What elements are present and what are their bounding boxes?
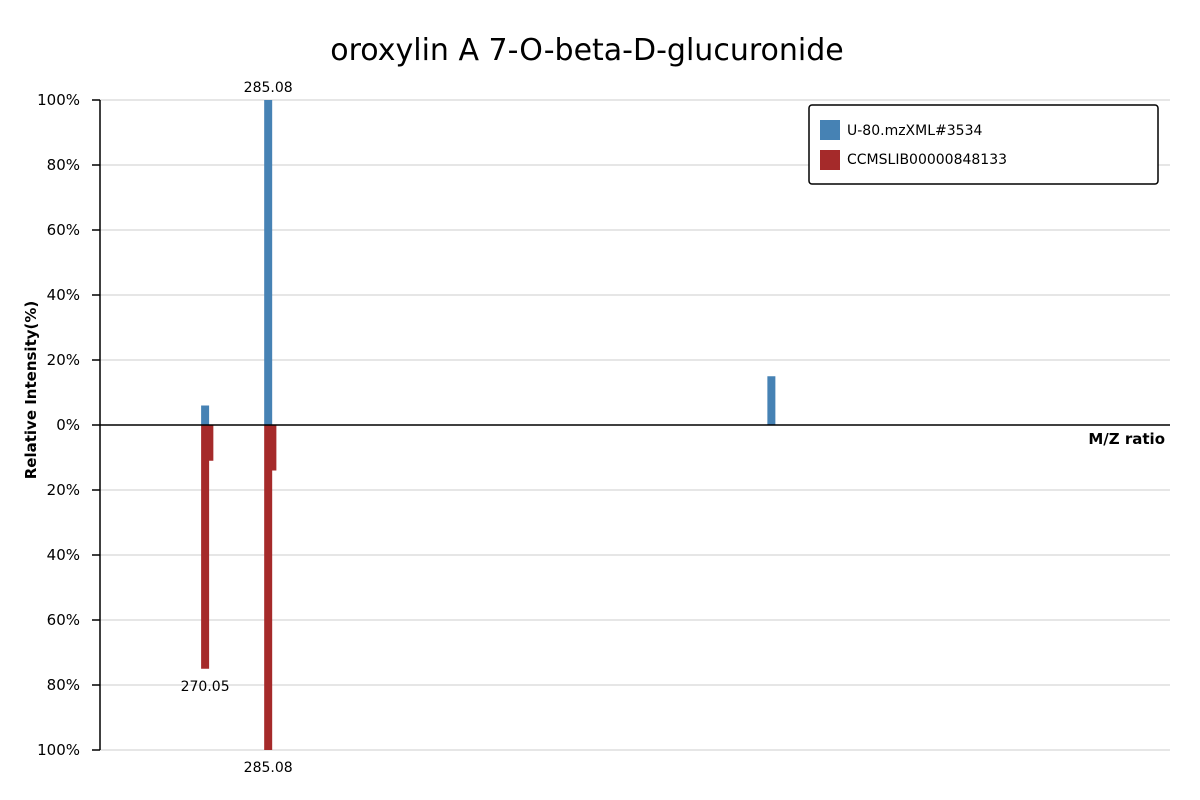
y-tick-label: 80% [47, 156, 80, 174]
peak-bar [201, 425, 210, 669]
peak-bars [201, 100, 776, 750]
y-tick-label: 0% [56, 416, 80, 434]
x-axis-label: M/Z ratio [1088, 430, 1165, 448]
y-tick-label: 100% [37, 741, 80, 759]
y-axis-label: Relative Intensity(%) [22, 301, 40, 480]
peak-bar [205, 425, 214, 461]
y-tick-label: 40% [47, 546, 80, 564]
legend-box [808, 104, 1159, 185]
y-tick-label: 60% [47, 611, 80, 629]
grid-lines [100, 99, 1170, 751]
peak-bar [767, 376, 776, 425]
peak-label: 285.08 [244, 80, 293, 96]
y-tick-label: 80% [47, 676, 80, 694]
legend-swatch-ccmslib [820, 150, 840, 170]
legend: U-80.mzXML#3534 CCMSLIB00000848133 [808, 104, 1159, 185]
legend-label-ccmslib: CCMSLIB00000848133 [847, 152, 1007, 168]
peak-bar [201, 405, 210, 425]
chart-title: oroxylin A 7-O-beta-D-glucuronide [330, 33, 843, 68]
peak-label: 285.08 [244, 760, 293, 776]
y-tick-label: 20% [47, 351, 80, 369]
peak-bar [264, 100, 273, 425]
peak-label: 270.05 [181, 679, 230, 695]
y-tick-labels: 0% 20% 40% 60% 80% 100% 20% 40% 60% 80% 100% [37, 91, 100, 759]
peak-bar [264, 425, 273, 750]
peak-bar [268, 425, 277, 471]
peak-labels: 285.08 270.05 285.08 [181, 80, 293, 776]
y-tick-label: 40% [47, 286, 80, 304]
y-tick-label: 100% [37, 91, 80, 109]
y-tick-label: 60% [47, 221, 80, 239]
legend-swatch-u80 [820, 120, 840, 140]
y-tick-label: 20% [47, 481, 80, 499]
legend-label-u80: U-80.mzXML#3534 [847, 123, 982, 139]
